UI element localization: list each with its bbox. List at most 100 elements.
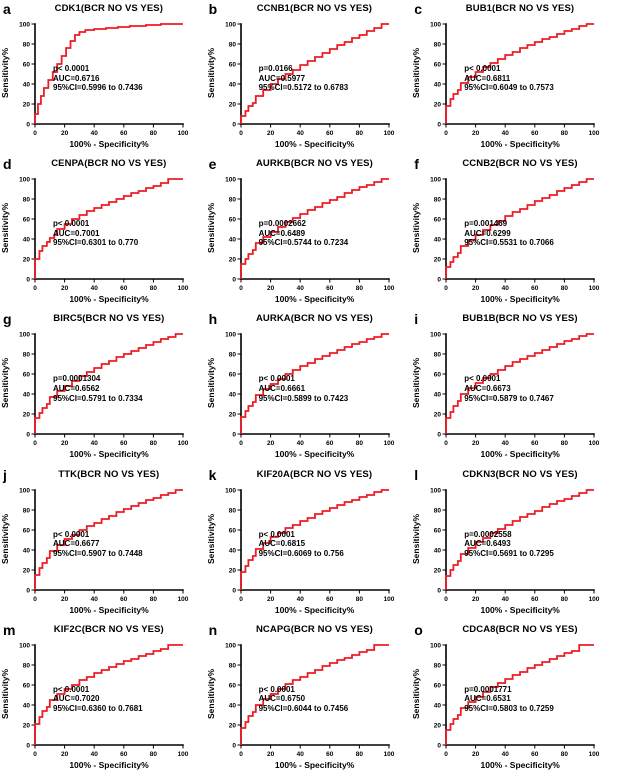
svg-text:20: 20 [434,722,442,729]
chart-title: CCNB2(BCR NO VS YES) [462,158,578,170]
svg-text:0: 0 [33,285,37,292]
p-value-label: p< 0.0001 [464,374,501,384]
svg-text:80: 80 [228,41,236,48]
panel-letter: g [3,311,12,328]
plot-row: Sensitivity% 0 0 20 20 40 40 60 60 80 80 100 100 p<… [411,329,617,449]
svg-text:60: 60 [531,440,539,447]
svg-text:100: 100 [178,285,189,292]
ci-label: 95%CI=0.6049 to 0.7573 [464,83,554,93]
svg-text:20: 20 [472,285,480,292]
roc-panel: c BUB1(BCR NO VS YES) Sensitivity% 0 0 20 2… [411,0,617,155]
plot-row: Sensitivity% 0 0 20 20 40 40 60 60 80 80 100 100 p<… [0,174,206,294]
svg-text:40: 40 [296,596,304,603]
svg-text:20: 20 [23,101,31,108]
p-value-label: p=0.0002558 [464,529,512,539]
svg-text:80: 80 [23,197,31,204]
panel-letter: m [3,621,16,638]
svg-text:60: 60 [120,596,128,603]
chart-title: BUB1B(BCR NO VS YES) [462,313,578,325]
svg-text:60: 60 [326,440,334,447]
svg-text:100: 100 [178,596,189,603]
svg-text:80: 80 [355,130,363,137]
ci-label: 95%CI=0.5791 to 0.7334 [53,393,143,403]
svg-text:40: 40 [23,237,31,244]
svg-text:0: 0 [232,432,236,439]
svg-text:60: 60 [326,596,334,603]
ci-label: 95%CI=0.6301 to 0.770 [53,238,139,248]
roc-panel: i BUB1B(BCR NO VS YES) Sensitivity% 0 0 20… [411,310,617,465]
plot-area: 0 0 20 20 40 40 60 60 80 80 100 100 p< 0.0001 AUC=0… [424,329,602,449]
svg-text:40: 40 [23,702,31,709]
svg-text:100: 100 [19,487,30,494]
svg-text:20: 20 [228,567,236,574]
svg-text:100: 100 [225,487,236,494]
svg-text:60: 60 [23,527,31,534]
ci-label: 95%CI=0.5172 to 0.6783 [258,83,349,93]
x-axis-label: 100% - Specificity% [69,449,149,460]
svg-text:100: 100 [383,596,394,603]
svg-text:100: 100 [589,596,600,603]
svg-text:0: 0 [33,440,37,447]
svg-text:80: 80 [23,352,31,359]
chart-title: TTK(BCR NO VS YES) [58,468,160,480]
x-axis-label: 100% - Specificity% [274,759,355,770]
panel-header: g BIRC5(BCR NO VS YES) [0,311,206,329]
plot-area: 0 0 20 20 40 40 60 60 80 80 100 100 p=0.0166 AUC=0.… [219,19,397,139]
panel-header: i BUB1B(BCR NO VS YES) [411,311,617,329]
plot-row: Sensitivity% 0 0 20 20 40 40 60 60 80 80 100 100 p<… [206,485,412,605]
panel-header: b CCNB1(BCR NO VS YES) [206,1,412,19]
auc-label: AUC=0.6493 [464,539,511,549]
p-value-label: p< 0.0001 [258,684,295,694]
p-value-label: p< 0.0001 [258,529,295,539]
auc-label: AUC=0.5977 [258,73,306,83]
svg-text:40: 40 [91,751,99,758]
svg-text:100: 100 [383,751,394,758]
auc-label: AUC=0.7020 [53,694,100,704]
y-axis-label: Sensitivity% [411,47,422,99]
x-axis-label: 100% - Specificity% [274,139,355,149]
svg-text:80: 80 [23,662,31,669]
svg-text:20: 20 [434,567,442,574]
svg-text:60: 60 [531,130,539,137]
svg-text:60: 60 [434,217,442,224]
y-axis-label: Sensitivity% [205,203,216,254]
svg-text:20: 20 [267,130,275,137]
svg-text:20: 20 [228,722,236,729]
svg-text:100: 100 [430,21,441,28]
roc-panel: j TTK(BCR NO VS YES) Sensitivity% 0 0 20 20… [0,466,206,621]
chart-title: NCAPG(BCR NO VS YES) [255,623,373,635]
svg-text:0: 0 [444,751,448,758]
svg-text:0: 0 [232,742,236,749]
p-value-label: p=0.0166 [258,64,293,73]
svg-text:80: 80 [228,507,236,514]
svg-text:0: 0 [438,277,442,284]
svg-text:100: 100 [19,177,30,184]
svg-text:80: 80 [228,662,236,669]
svg-text:0: 0 [33,130,37,137]
svg-text:20: 20 [472,596,480,603]
y-axis-label: Sensitivity% [205,668,216,719]
roc-curve-plot: 00 20 20 40 40 60 60 80 80 100 100 [225,332,395,448]
svg-text:100: 100 [225,177,236,184]
svg-text:100: 100 [383,130,394,137]
ci-label: 95%CI=0.6069 to 0.756 [258,548,344,558]
svg-text:20: 20 [434,257,442,264]
svg-text:80: 80 [434,41,442,48]
x-axis-label: 100% - Specificity% [480,759,560,770]
svg-text:100: 100 [178,440,189,447]
x-axis-label: 100% - Specificity% [480,449,560,460]
panel-header: d CENPA(BCR NO VS YES) [0,156,206,174]
auc-label: AUC=0.6489 [258,228,306,238]
svg-text:0: 0 [239,596,243,603]
roc-curve-plot: 00 20 20 40 40 60 60 80 80 100 100 [225,177,395,293]
plot-row: Sensitivity% 0 0 20 20 40 40 60 60 80 80 100 100 p=… [411,485,617,605]
plot-row: Sensitivity% 0 0 20 20 40 40 60 60 80 80 100 100 p=… [411,640,617,760]
plot-area: 0 0 20 20 40 40 60 60 80 80 100 100 p=0.001469 AUC=… [424,174,602,294]
svg-text:80: 80 [150,285,158,292]
svg-text:80: 80 [228,197,236,204]
stats-annotation: p< 0.0001 AUC=0.6750 95%CI=0.6044 to 0.7… [259,685,349,714]
plot-area: 0 0 20 20 40 40 60 60 80 80 100 100 p< 0.0001 AUC=0… [13,485,191,605]
ci-label: 95%CI=0.5691 to 0.7295 [464,548,554,558]
panel-header: o CDCA8(BCR NO VS YES) [411,622,617,640]
svg-text:0: 0 [239,751,243,758]
